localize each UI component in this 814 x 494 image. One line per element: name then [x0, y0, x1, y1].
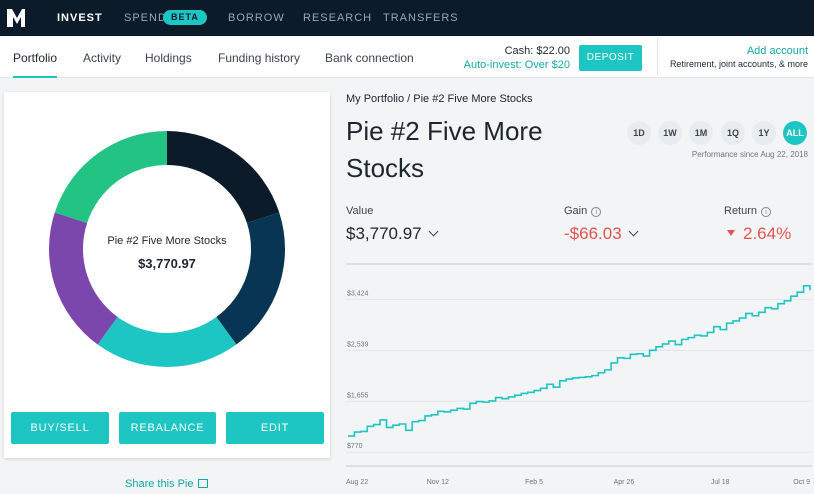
pie-center-name: Pie #2 Five More Stocks: [107, 235, 227, 247]
x-tick-label: Apr 26: [614, 479, 635, 486]
cash-summary: Cash: $22.00 Auto-invest: Over $20: [464, 44, 570, 72]
gain-label: Gain i: [564, 205, 602, 217]
value-text: $3,770.97: [346, 224, 422, 243]
buy-sell-button[interactable]: BUY/SELL: [11, 412, 109, 444]
performance-since: Performance since Aug 22, 2018: [691, 150, 808, 159]
value-label: Value: [346, 205, 374, 217]
tab-holdings[interactable]: Holdings: [145, 51, 192, 65]
period-1q-button[interactable]: 1Q: [721, 121, 745, 145]
y-tick-label: $1,655: [347, 392, 369, 399]
period-all-button[interactable]: ALL: [783, 121, 807, 145]
nav-research[interactable]: RESEARCH: [303, 12, 373, 24]
nav-transfers[interactable]: TRANSFERS: [383, 12, 459, 24]
y-tick-label: $770: [347, 443, 363, 450]
x-tick-label: Aug 22: [346, 479, 368, 486]
top-nav: INVEST SPEND BETA BORROW RESEARCH TRANSF…: [0, 0, 814, 36]
rebalance-button[interactable]: REBALANCE: [119, 412, 216, 444]
tab-bank-connection[interactable]: Bank connection: [325, 51, 414, 65]
nav-spend[interactable]: SPEND: [124, 12, 167, 24]
x-tick-label: Oct 9: [793, 479, 810, 486]
period-1m-button[interactable]: 1M: [689, 121, 713, 145]
nav-borrow[interactable]: BORROW: [228, 12, 285, 24]
add-account-subtitle: Retirement, joint accounts, & more: [669, 59, 808, 69]
deposit-button[interactable]: DEPOSIT: [579, 45, 642, 71]
info-icon[interactable]: i: [761, 207, 772, 217]
period-1w-button[interactable]: 1W: [658, 121, 682, 145]
period-1y-button[interactable]: 1Y: [752, 121, 776, 145]
x-tick-label: Feb 5: [525, 479, 543, 486]
return-amount: 2.64%: [727, 224, 791, 244]
tab-portfolio[interactable]: Portfolio: [13, 36, 58, 78]
sub-nav: Portfolio Activity Holdings Funding hist…: [0, 36, 814, 78]
share-label[interactable]: Share this Pie: [125, 478, 194, 490]
tab-activity[interactable]: Activity: [83, 51, 122, 65]
x-tick-label: Jul 18: [711, 479, 730, 486]
pie-slice-5[interactable]: [54, 131, 167, 224]
pie-slice-1[interactable]: [167, 131, 280, 224]
pie-center-value: $3,770.97: [138, 256, 196, 271]
beta-badge: BETA: [163, 10, 207, 25]
add-account-link[interactable]: Add account: [746, 45, 808, 57]
return-label-text: Return: [724, 205, 758, 217]
value-amount[interactable]: $3,770.97: [346, 224, 439, 244]
x-tick-label: Nov 12: [427, 479, 449, 486]
gain-text: -$66.03: [564, 224, 622, 243]
pie-slice-3[interactable]: [97, 316, 237, 367]
tab-funding-history[interactable]: Funding history: [218, 51, 301, 65]
gain-label-text: Gain: [564, 205, 588, 217]
share-pie-link[interactable]: Share this Pie: [125, 478, 209, 490]
return-label: Return i: [724, 205, 772, 217]
down-triangle-icon: [727, 230, 735, 236]
page-title: Pie #2 Five More Stocks: [346, 116, 543, 183]
return-text: 2.64%: [743, 224, 792, 243]
period-1d-button[interactable]: 1D: [627, 121, 651, 145]
y-tick-label: $2,539: [347, 341, 369, 348]
performance-line-chart[interactable]: $770 $1,655 $2,539 $3,424 Aug 22 Nov 12 Feb 5 A…: [346, 262, 812, 494]
chevron-down-icon[interactable]: [428, 226, 439, 237]
add-account[interactable]: Add account Retirement, joint accounts, …: [670, 45, 808, 71]
cash-balance: Cash: $22.00: [504, 45, 570, 57]
pie-donut-chart[interactable]: [49, 131, 285, 367]
y-tick-label: $3,424: [347, 290, 369, 297]
chevron-down-icon[interactable]: [628, 226, 639, 237]
pie-slice-2[interactable]: [216, 212, 285, 345]
value-series-line[interactable]: [348, 285, 811, 437]
edit-button[interactable]: EDIT: [226, 412, 324, 444]
pie-slice-4[interactable]: [49, 212, 118, 345]
gain-amount[interactable]: -$66.03: [564, 224, 639, 244]
divider: [657, 38, 658, 76]
pie-card: Pie #2 Five More Stocks $3,770.97 BUY/SE…: [4, 92, 330, 458]
share-icon[interactable]: [198, 479, 209, 488]
auto-invest-link[interactable]: Auto-invest: Over $20: [463, 59, 570, 71]
nav-invest[interactable]: INVEST: [57, 12, 103, 24]
breadcrumb[interactable]: My Portfolio / Pie #2 Five More Stocks: [346, 93, 533, 105]
info-icon[interactable]: i: [591, 207, 602, 217]
m1-logo-icon[interactable]: [6, 7, 28, 29]
